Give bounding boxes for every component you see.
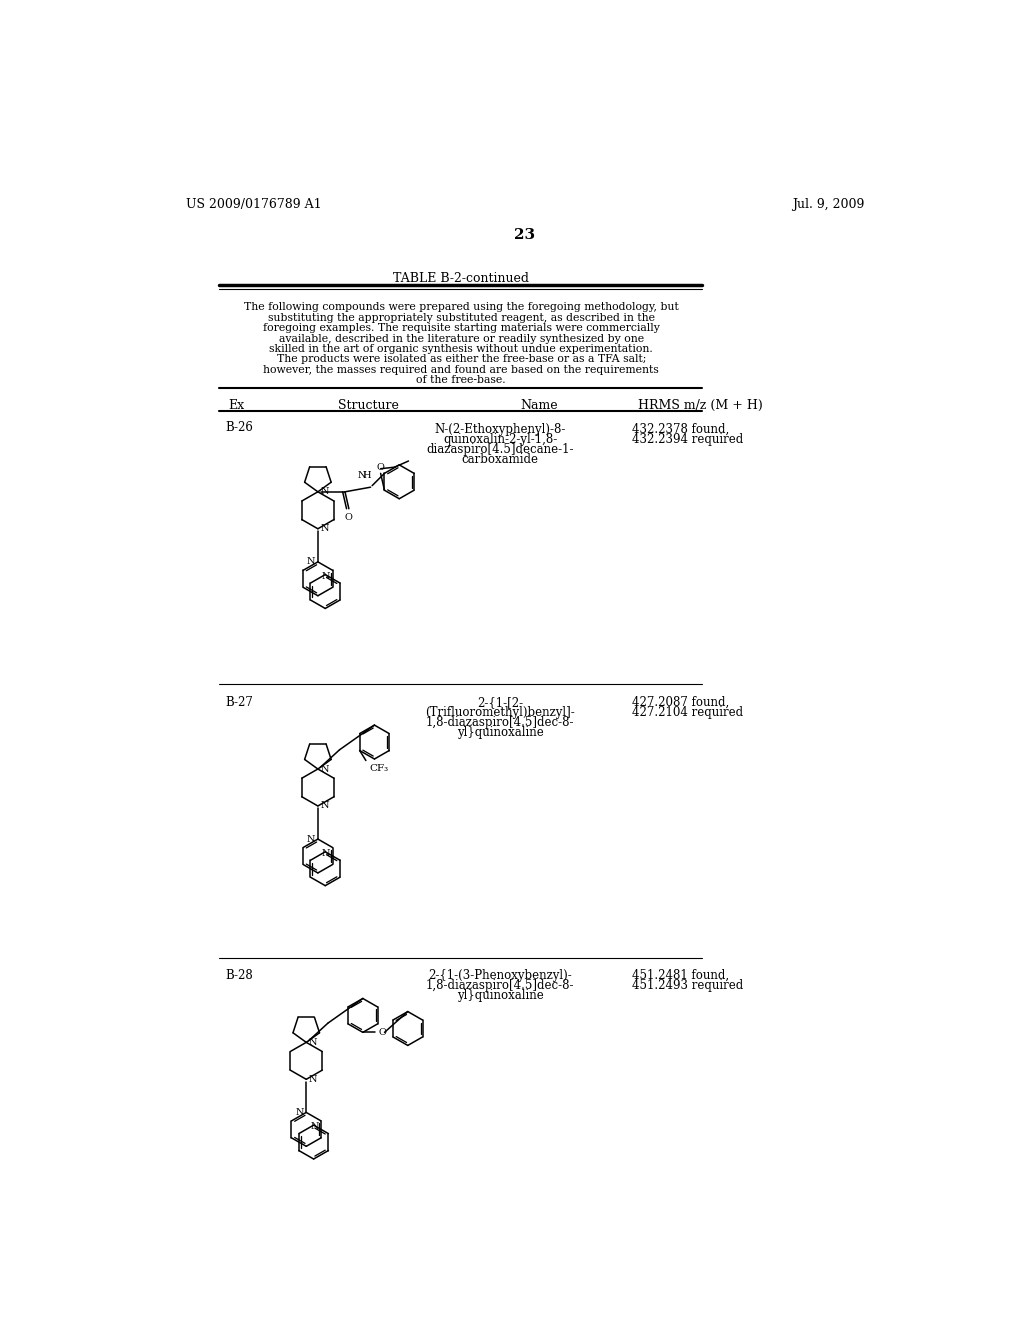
Text: B-26: B-26 <box>225 421 253 434</box>
Text: N: N <box>310 1122 318 1131</box>
Text: N-(2-Ethoxyphenyl)-8-: N-(2-Ethoxyphenyl)-8- <box>434 422 565 436</box>
Text: 432.2378 found,: 432.2378 found, <box>632 422 729 436</box>
Text: N: N <box>322 849 331 858</box>
Text: HRMS m/z (M + H): HRMS m/z (M + H) <box>638 400 763 412</box>
Text: 427.2104 required: 427.2104 required <box>632 706 742 719</box>
Text: 451.2481 found,: 451.2481 found, <box>632 969 729 982</box>
Text: H: H <box>362 471 371 480</box>
Text: 432.2394 required: 432.2394 required <box>632 433 743 446</box>
Text: N: N <box>322 572 331 581</box>
Text: diazaspiro[4.5]decane-1-: diazaspiro[4.5]decane-1- <box>426 442 573 455</box>
Text: N: N <box>321 764 329 774</box>
Text: CF₃: CF₃ <box>369 763 388 772</box>
Text: quinoxalin-2-yl-1,8-: quinoxalin-2-yl-1,8- <box>442 433 557 446</box>
Text: of the free-base.: of the free-base. <box>417 375 506 385</box>
Text: 451.2493 required: 451.2493 required <box>632 979 743 993</box>
Text: The products were isolated as either the free-base or as a TFA salt;: The products were isolated as either the… <box>276 354 646 364</box>
Text: 2-{1-[2-: 2-{1-[2- <box>477 696 523 709</box>
Text: 427.2087 found,: 427.2087 found, <box>632 696 729 709</box>
Text: N: N <box>321 524 329 533</box>
Text: B-27: B-27 <box>225 696 253 709</box>
Text: Name: Name <box>520 400 557 412</box>
Text: N: N <box>296 1107 304 1117</box>
Text: 1,8-diazaspiro[4.5]dec-8-: 1,8-diazaspiro[4.5]dec-8- <box>426 715 574 729</box>
Text: N: N <box>307 557 315 566</box>
Text: N: N <box>321 487 329 496</box>
Text: N: N <box>308 1074 317 1084</box>
Text: Structure: Structure <box>338 400 398 412</box>
Text: N: N <box>321 801 329 810</box>
Text: O: O <box>345 513 353 523</box>
Text: 1,8-diazaspiro[4.5]dec-8-: 1,8-diazaspiro[4.5]dec-8- <box>426 979 574 993</box>
Text: carboxamide: carboxamide <box>462 453 539 466</box>
Text: however, the masses required and found are based on the requirements: however, the masses required and found a… <box>263 364 659 375</box>
Text: O: O <box>377 463 385 471</box>
Text: The following compounds were prepared using the foregoing methodology, but: The following compounds were prepared us… <box>244 302 679 313</box>
Text: 23: 23 <box>514 227 536 242</box>
Text: N: N <box>357 471 367 480</box>
Text: Ex: Ex <box>228 400 245 412</box>
Text: available, described in the literature or readily synthesized by one: available, described in the literature o… <box>279 334 644 343</box>
Text: yl}quinoxaline: yl}quinoxaline <box>457 726 544 739</box>
Text: foregoing examples. The requisite starting materials were commercially: foregoing examples. The requisite starti… <box>263 323 659 333</box>
Text: US 2009/0176789 A1: US 2009/0176789 A1 <box>186 198 322 211</box>
Text: skilled in the art of organic synthesis without undue experimentation.: skilled in the art of organic synthesis … <box>269 345 653 354</box>
Text: yl}quinoxaline: yl}quinoxaline <box>457 989 544 1002</box>
Text: O: O <box>378 1028 386 1036</box>
Text: (Trifluoromethyl)benzyl]-: (Trifluoromethyl)benzyl]- <box>425 706 574 719</box>
Text: TABLE B-2-continued: TABLE B-2-continued <box>393 272 529 285</box>
Text: B-28: B-28 <box>225 969 253 982</box>
Text: Jul. 9, 2009: Jul. 9, 2009 <box>792 198 864 211</box>
Text: 2-{1-(3-Phenoxybenzyl)-: 2-{1-(3-Phenoxybenzyl)- <box>428 969 571 982</box>
Text: N: N <box>307 834 315 843</box>
Text: substituting the appropriately substituted reagent, as described in the: substituting the appropriately substitut… <box>267 313 654 323</box>
Text: N: N <box>308 1038 317 1047</box>
